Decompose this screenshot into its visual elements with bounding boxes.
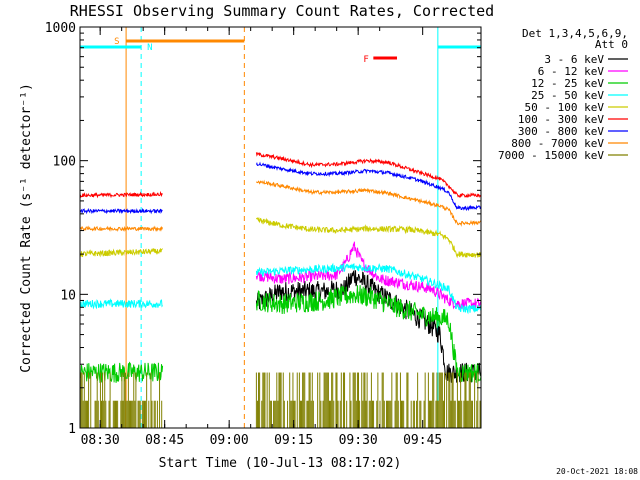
series-2 bbox=[80, 285, 481, 383]
series-4 bbox=[80, 217, 481, 259]
x-tick-label-2: 09:00 bbox=[210, 433, 249, 448]
chart-title: RHESSI Observing Summary Count Rates, Co… bbox=[70, 2, 494, 20]
legend-label-5: 100 - 300 keV bbox=[518, 113, 604, 126]
x-tick-label-1: 08:45 bbox=[145, 433, 184, 448]
legend-label-7: 800 - 7000 keV bbox=[511, 137, 604, 150]
x-axis: 08:30 08:45 09:00 09:15 09:30 09:45 bbox=[81, 27, 442, 448]
y-tick-label-3: 1000 bbox=[45, 21, 76, 36]
series-5 bbox=[80, 151, 481, 199]
annotations: S N F bbox=[114, 37, 369, 65]
x-tick-label-3: 09:15 bbox=[274, 433, 313, 448]
series-5-seg-1 bbox=[255, 151, 481, 198]
series-1-seg-1 bbox=[255, 241, 481, 311]
y-tick-label-1: 10 bbox=[60, 288, 76, 303]
series-7-seg-1 bbox=[255, 179, 481, 227]
y-axis: 1 10 100 1000 bbox=[45, 21, 481, 437]
footer-timestamp: 20-Oct-2021 18:08 bbox=[556, 467, 638, 476]
series-3-seg-1 bbox=[255, 262, 481, 315]
x-tick-label-4: 09:30 bbox=[339, 433, 378, 448]
plot-frame bbox=[79, 26, 482, 429]
series-1 bbox=[255, 241, 481, 311]
series-5-seg-0 bbox=[80, 190, 163, 199]
series-6-seg-0 bbox=[80, 207, 163, 215]
legend-label-0: 3 - 6 keV bbox=[544, 53, 604, 66]
legend-header-0: Det 1,3,4,5,6,9, bbox=[522, 27, 628, 40]
x-tick-label-5: 09:45 bbox=[403, 433, 442, 448]
annotation-n: N bbox=[147, 43, 152, 53]
series-2-seg-0 bbox=[80, 361, 164, 383]
x-axis-label: Start Time (10-Jul-13 08:17:02) bbox=[159, 456, 402, 471]
y-axis-label: Corrected Count Rate (s⁻¹ detector⁻¹) bbox=[19, 83, 34, 373]
annotation-f: F bbox=[363, 55, 368, 65]
series-7-seg-0 bbox=[80, 225, 164, 233]
plot-area bbox=[80, 27, 481, 428]
series-8 bbox=[80, 372, 481, 428]
series-4-seg-1 bbox=[255, 217, 481, 259]
x-tick-label-0: 08:30 bbox=[81, 433, 120, 448]
series-6-seg-1 bbox=[255, 161, 481, 212]
legend-label-3: 25 - 50 keV bbox=[531, 89, 604, 102]
legend-header-1: Att 0 bbox=[595, 38, 628, 51]
series-4-seg-0 bbox=[80, 248, 163, 258]
y-tick-label-0: 1 bbox=[68, 422, 76, 437]
series-7 bbox=[80, 179, 481, 233]
legend-label-8: 7000 - 15000 keV bbox=[498, 149, 604, 162]
legend-label-4: 50 - 100 keV bbox=[525, 101, 605, 114]
y-tick-label-2: 100 bbox=[53, 155, 76, 170]
series-3 bbox=[80, 262, 481, 315]
series-6 bbox=[80, 161, 481, 215]
legend-label-1: 6 - 12 keV bbox=[538, 65, 605, 78]
series-2-seg-1 bbox=[255, 285, 481, 383]
series-3-seg-0 bbox=[80, 298, 163, 310]
annotation-s: S bbox=[114, 37, 119, 47]
legend-label-2: 12 - 25 keV bbox=[531, 77, 604, 90]
legend-label-6: 300 - 800 keV bbox=[518, 125, 604, 138]
